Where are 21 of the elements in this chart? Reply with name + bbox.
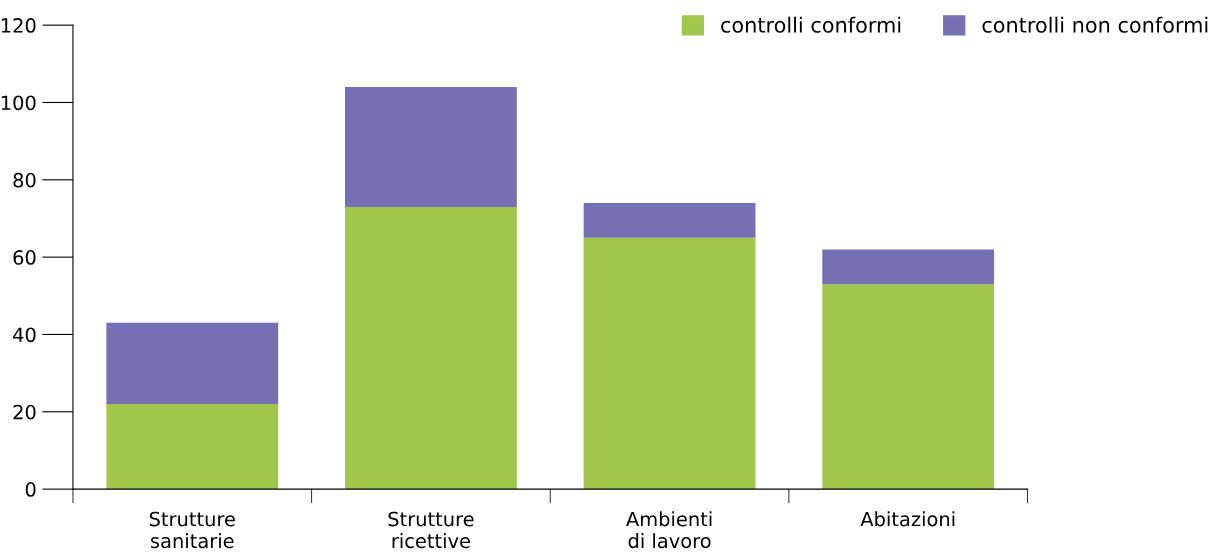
y-tick-label: 40 — [13, 327, 36, 343]
x-tick-label: Strutture sanitarie — [149, 511, 235, 549]
legend-label: controlli conformi — [721, 16, 901, 33]
y-tick-label: 100 — [1, 95, 36, 111]
bar — [822, 249, 995, 285]
x-tick-label: Strutture ricettive — [388, 511, 474, 549]
x-tick-label: Abitazioni — [860, 511, 955, 527]
bar — [345, 206, 517, 490]
y-tick-label: 60 — [13, 250, 36, 265]
x-tick-label: Ambienti di lavoro — [626, 511, 712, 549]
y-tick-label: 20 — [13, 404, 36, 420]
bar — [583, 237, 756, 490]
bar — [345, 87, 517, 207]
legend-label: controlli non conformi — [982, 16, 1208, 33]
bar — [822, 284, 995, 490]
y-tick-label: 0 — [25, 482, 36, 497]
bar — [583, 203, 756, 238]
bar — [106, 322, 279, 405]
y-tick-label: 80 — [13, 172, 36, 188]
bar — [106, 404, 279, 490]
y-tick-label: 120 — [1, 18, 36, 33]
